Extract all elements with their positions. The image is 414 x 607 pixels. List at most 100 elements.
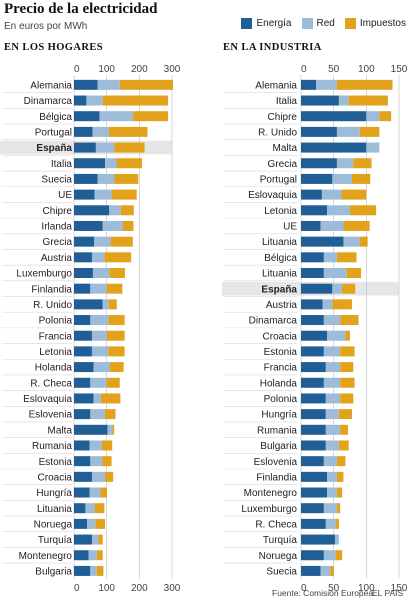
bar-segment-red xyxy=(325,393,341,404)
bar-segment-impuestos xyxy=(353,158,372,169)
category-label: Holanda xyxy=(260,378,298,389)
x-tick-label-bottom: 150 xyxy=(391,583,408,594)
x-tick-label-top: 150 xyxy=(391,64,408,75)
bar-segment-impuestos xyxy=(340,393,354,404)
bar-segment-energía xyxy=(301,158,337,169)
bar-segment-impuestos xyxy=(343,220,370,231)
category-label: Rumania xyxy=(257,425,297,436)
bar-segment-impuestos xyxy=(335,518,339,529)
bar-segment-impuestos xyxy=(114,173,139,184)
bar-segment-impuestos xyxy=(351,173,371,184)
bar-segment-energía xyxy=(74,393,94,404)
category-label: Irlanda xyxy=(41,222,72,233)
bar-segment-impuestos xyxy=(332,299,352,310)
category-label: Austria xyxy=(266,300,298,311)
category-label: UE xyxy=(58,190,72,201)
legend-swatch-energia xyxy=(241,18,253,29)
bar-segment-red xyxy=(366,111,380,122)
bar-segment-red xyxy=(327,205,350,216)
bar-segment-impuestos xyxy=(123,220,134,231)
bar-segment-red xyxy=(323,268,347,278)
bar-segment-impuestos xyxy=(102,456,112,467)
category-label: Montenegro xyxy=(19,551,73,562)
bar-segment-red xyxy=(102,220,123,231)
bar-segment-impuestos xyxy=(108,346,125,357)
bar-segment-red xyxy=(322,299,333,310)
category-label: Lituania xyxy=(262,237,297,248)
bar-segment-impuestos xyxy=(336,456,346,467)
category-label: Italia xyxy=(51,159,73,170)
bar-segment-energía xyxy=(301,534,335,545)
category-label: Luxemburgo xyxy=(241,504,297,515)
bar-segment-impuestos xyxy=(336,252,357,263)
bar-segment-red xyxy=(107,424,113,435)
bar-segment-impuestos xyxy=(340,362,354,373)
category-label: Malta xyxy=(48,425,73,436)
bar-segment-red xyxy=(323,377,341,388)
x-tick-label-top: 0 xyxy=(74,64,80,75)
category-label: Noruega xyxy=(34,519,73,530)
bar-segment-red xyxy=(320,565,331,576)
bar-segment-impuestos xyxy=(95,518,106,529)
bar-segment-red xyxy=(91,471,106,482)
bar-segment-impuestos xyxy=(336,503,341,514)
category-label: Italia xyxy=(276,96,298,107)
bar-segment-energía xyxy=(74,550,89,561)
bar-segment-energía xyxy=(74,252,92,263)
bar-segment-energía xyxy=(74,518,88,529)
bar-segment-impuestos xyxy=(106,330,125,341)
category-label: Polonia xyxy=(39,316,73,327)
bar-segment-energía xyxy=(301,330,328,341)
x-tick-label-top: 300 xyxy=(164,64,181,75)
category-label: Rumania xyxy=(32,441,72,452)
bar-segment-red xyxy=(95,142,115,153)
legend-swatch-impuestos xyxy=(344,18,356,29)
bar-segment-red xyxy=(90,409,106,420)
category-label: Hungría xyxy=(261,410,297,421)
category-label: Chipre xyxy=(43,206,73,217)
bar-segment-energía xyxy=(74,424,108,435)
bar-segment-impuestos xyxy=(114,142,145,153)
bar-segment-impuestos xyxy=(98,534,103,545)
category-label: Suecia xyxy=(266,567,297,578)
bar-segment-impuestos xyxy=(106,377,120,388)
category-label: Dinamarca xyxy=(249,316,298,327)
bar-segment-red xyxy=(320,220,344,231)
bar-segment-red xyxy=(90,315,109,326)
bar-segment-energía xyxy=(74,79,98,90)
legend-item-impuestos: Impuestos xyxy=(344,18,406,29)
bar-segment-red xyxy=(94,236,111,247)
bar-segment-red xyxy=(336,158,354,169)
category-label: Eslovenia xyxy=(254,457,298,468)
bar-segment-red xyxy=(91,534,99,545)
bar-segment-energía xyxy=(74,456,91,467)
category-label: Alemania xyxy=(255,80,297,91)
category-label: Montenegro xyxy=(244,488,298,499)
legend-swatch-red xyxy=(301,18,313,29)
bar-segment-energía xyxy=(301,79,317,90)
bar-segment-impuestos xyxy=(100,487,107,498)
bar-segment-impuestos xyxy=(105,471,114,482)
bar-segment-impuestos xyxy=(102,95,169,106)
bar-segment-red xyxy=(89,440,102,451)
bar-segment-energía xyxy=(301,283,333,294)
bar-segment-impuestos xyxy=(336,471,344,482)
bar-segment-impuestos xyxy=(119,79,173,90)
bar-segment-red xyxy=(327,471,337,482)
bar-segment-energía xyxy=(74,440,90,451)
bar-segment-impuestos xyxy=(350,205,377,216)
category-label: Bélgica xyxy=(264,253,297,264)
bar-segment-energía xyxy=(301,565,321,576)
bar-segment-energía xyxy=(301,550,324,561)
bar-segment-red xyxy=(89,487,101,498)
category-label: Turquía xyxy=(38,535,73,546)
category-label: Francia xyxy=(39,331,73,342)
category-label: Bulgaria xyxy=(35,567,72,578)
bar-segment-red xyxy=(334,534,339,545)
bar-segment-impuestos xyxy=(96,565,104,576)
category-label: Finlandia xyxy=(31,284,72,295)
bar-segment-energía xyxy=(301,377,324,388)
bar-segment-red xyxy=(93,362,110,373)
bar-segment-red xyxy=(323,252,337,263)
